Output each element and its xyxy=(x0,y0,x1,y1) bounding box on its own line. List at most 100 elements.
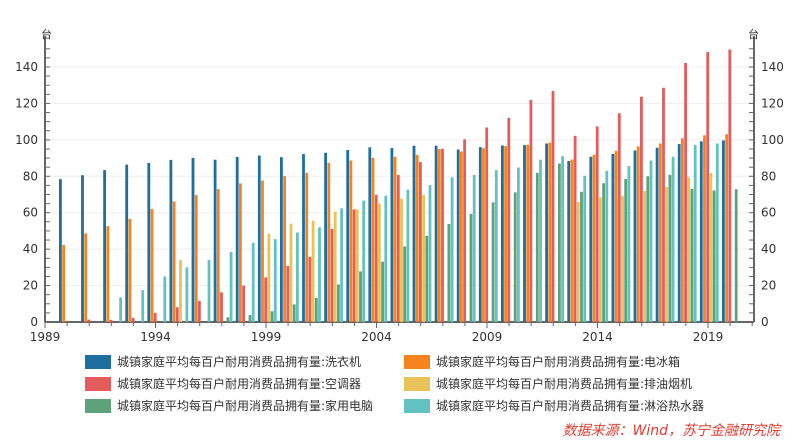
legend-label: 城镇家庭平均每百户耐用消费品拥有量:家用电脑 xyxy=(117,399,374,413)
bar-1993-s0 xyxy=(125,164,129,322)
bar-1998-s4 xyxy=(248,315,252,322)
bar-2007-s1 xyxy=(437,148,441,322)
bar-2013-s4 xyxy=(580,191,583,322)
bar-2001-s5 xyxy=(318,227,321,322)
y-tick-label-right: 120 xyxy=(761,96,784,110)
bar-2019-s3 xyxy=(709,173,713,322)
bar-1995-s0 xyxy=(169,159,173,322)
bar-2020-s4 xyxy=(734,189,738,322)
y-tick-label-left: 100 xyxy=(15,133,38,147)
bar-2005-s1 xyxy=(393,156,397,322)
bar-2014-s4 xyxy=(602,183,605,322)
bar-1992-s5 xyxy=(119,297,122,322)
bar-2018-s4 xyxy=(690,188,694,322)
bar-2015-s4 xyxy=(624,179,628,322)
bar-2015-s3 xyxy=(621,196,624,322)
y-tick-label-right: 80 xyxy=(761,169,776,183)
bar-2016-s1 xyxy=(636,146,640,322)
bar-1999-s1 xyxy=(261,180,264,322)
legend-swatch xyxy=(404,354,430,369)
bar-2001-s0 xyxy=(302,154,305,322)
legend-item-2[interactable]: 城镇家庭平均每百户耐用消费品拥有量:空调器 xyxy=(85,375,361,392)
legend-label: 城镇家庭平均每百户耐用消费品拥有量:洗衣机 xyxy=(117,355,362,369)
bar-2006-s3 xyxy=(422,194,425,322)
y-tick-label-left: 120 xyxy=(15,96,38,110)
bar-2018-s1 xyxy=(681,138,684,322)
bar-2010-s4 xyxy=(513,192,517,322)
bar-2000-s0 xyxy=(280,157,283,322)
x-tick-label: 1989 xyxy=(30,330,61,344)
bar-2013-s1 xyxy=(570,159,574,322)
y-tick-label-right: 0 xyxy=(761,315,769,329)
bar-2007-s0 xyxy=(434,145,438,322)
bar-2017-s2 xyxy=(662,87,665,322)
legend-item-3[interactable]: 城镇家庭平均每百户耐用消费品拥有量:排油烟机 xyxy=(404,375,692,392)
legend-item-5[interactable]: 城镇家庭平均每百户耐用消费品拥有量:淋浴热水器 xyxy=(404,397,704,414)
bar-2008-s1 xyxy=(460,151,463,322)
legend-swatch xyxy=(85,376,111,391)
bar-2010-s5 xyxy=(517,167,520,322)
bar-1991-s0 xyxy=(81,175,84,322)
bar-2017-s1 xyxy=(658,143,662,322)
legend-swatch xyxy=(404,376,430,391)
bar-1997-s5 xyxy=(229,251,233,322)
bar-1999-s3 xyxy=(267,233,271,322)
bar-2006-s0 xyxy=(412,145,416,322)
bar-2001-s2 xyxy=(308,256,312,322)
bar-2013-s5 xyxy=(583,175,587,322)
bar-2004-s0 xyxy=(368,147,372,322)
legend-label: 城镇家庭平均每百户耐用消费品拥有量:淋浴热水器 xyxy=(436,399,705,413)
bar-2002-s3 xyxy=(333,211,337,322)
bar-2020-s0 xyxy=(722,140,725,322)
bar-1998-s1 xyxy=(239,183,242,322)
bar-2009-s5 xyxy=(494,170,498,322)
bar-2004-s1 xyxy=(371,157,375,322)
y-unit-left: 台 xyxy=(41,27,52,41)
bar-1996-s1 xyxy=(194,195,198,322)
bar-1996-s0 xyxy=(191,157,195,322)
bar-2000-s2 xyxy=(286,265,290,322)
bar-2019-s2 xyxy=(706,51,710,322)
y-unit-right: 台 xyxy=(748,27,759,41)
bar-2004-s3 xyxy=(378,203,381,322)
bar-2014-s5 xyxy=(605,170,609,322)
bar-2018-s3 xyxy=(687,177,691,322)
legend-item-1[interactable]: 城镇家庭平均每百户耐用消费品拥有量:电冰箱 xyxy=(404,353,680,370)
bar-2005-s4 xyxy=(403,246,407,322)
legend-item-4[interactable]: 城镇家庭平均每百户耐用消费品拥有量:家用电脑 xyxy=(85,397,373,414)
legend-swatch xyxy=(404,398,430,413)
bar-2008-s2 xyxy=(463,139,466,322)
bar-2007-s4 xyxy=(447,224,451,322)
x-tick-label: 2014 xyxy=(582,330,613,344)
bar-2014-s1 xyxy=(592,154,596,322)
bar-1992-s0 xyxy=(103,170,106,322)
bar-1993-s5 xyxy=(141,290,145,322)
bar-2010-s1 xyxy=(504,146,507,322)
x-tick-label: 1994 xyxy=(140,330,171,344)
bar-2015-s5 xyxy=(627,166,631,322)
bar-2011-s4 xyxy=(535,172,539,322)
legend-label: 城镇家庭平均每百户耐用消费品拥有量:排油烟机 xyxy=(436,377,693,391)
bar-2012-s4 xyxy=(558,163,561,322)
bar-2012-s2 xyxy=(551,91,555,323)
bar-2018-s2 xyxy=(684,62,687,322)
x-tick-label: 2019 xyxy=(693,330,724,344)
y-tick-label-left: 60 xyxy=(23,206,38,220)
bar-2012-s5 xyxy=(561,156,564,322)
legend-swatch xyxy=(85,354,111,369)
bar-1990-s0 xyxy=(59,179,62,322)
bar-2020-s2 xyxy=(728,49,732,323)
bar-2003-s2 xyxy=(352,209,356,322)
legend-item-0[interactable]: 城镇家庭平均每百户耐用消费品拥有量:洗衣机 xyxy=(85,353,361,370)
y-tick-label-right: 60 xyxy=(761,206,776,220)
bar-1997-s2 xyxy=(220,292,223,322)
bar-2003-s4 xyxy=(359,271,362,322)
bar-1997-s1 xyxy=(216,189,220,322)
bar-2006-s1 xyxy=(415,154,419,322)
bar-2000-s1 xyxy=(283,176,286,322)
bar-2000-s5 xyxy=(296,232,299,322)
y-tick-label-left: 40 xyxy=(23,242,38,256)
bar-2013-s0 xyxy=(567,160,571,322)
bar-2010-s2 xyxy=(507,117,511,322)
bar-2017-s0 xyxy=(655,147,659,322)
